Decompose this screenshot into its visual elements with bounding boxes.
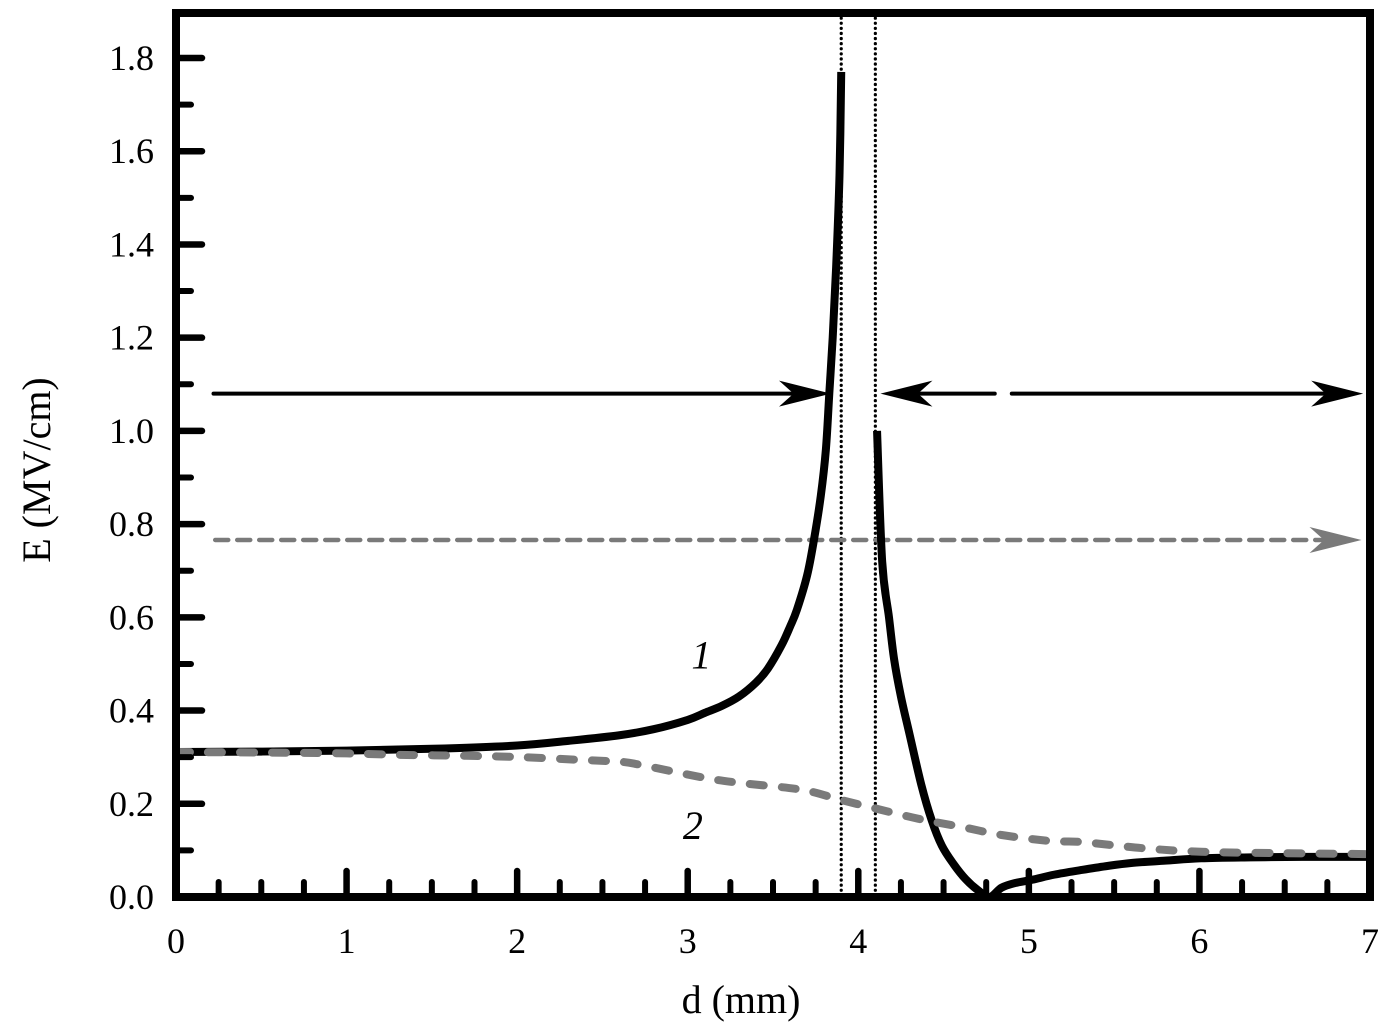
annotations-layer — [211, 11, 1364, 899]
series-layer — [172, 71, 1374, 901]
series-1-line — [175, 71, 846, 757]
x-axis-title: d (mm) — [682, 977, 801, 1022]
curve-1-label: 1 — [691, 633, 711, 678]
x-tick-label: 6 — [1190, 921, 1208, 961]
y-tick-label: 0.0 — [109, 877, 154, 917]
y-tick-label: 1.6 — [109, 131, 154, 171]
y-tick-label: 1.4 — [109, 224, 154, 264]
y-tick-label: 1.8 — [109, 38, 154, 78]
x-tick-label: 5 — [1020, 921, 1038, 961]
arrow-head-icon — [778, 380, 831, 407]
y-tick-label: 0.6 — [109, 597, 154, 637]
x-tick-labels: 0 1 2 3 4 5 6 7 — [167, 921, 1379, 961]
arrow-head-icon — [880, 380, 933, 407]
y-tick-labels: 0.0 0.2 0.4 0.6 0.8 1.0 1.2 1.4 1.6 1.8 — [109, 38, 154, 917]
curve-2-label: 2 — [683, 803, 703, 848]
series-2-line — [172, 748, 1374, 859]
x-tick-label: 3 — [679, 921, 697, 961]
plot-frame — [172, 9, 1374, 901]
axes-frame — [172, 9, 1374, 901]
x-tick-label: 4 — [849, 921, 867, 961]
y-tick-label: 1.2 — [109, 318, 154, 358]
x-tick-label: 1 — [338, 921, 356, 961]
y-tick-label: 0.8 — [109, 504, 154, 544]
y-tick-label: 0.2 — [109, 784, 154, 824]
y-tick-label: 1.0 — [109, 411, 154, 451]
arrow-head-icon — [1311, 380, 1364, 407]
arrow-head-icon — [1309, 526, 1362, 553]
y-tick-label: 0.4 — [109, 691, 154, 731]
y-axis-title: E (MV/cm) — [14, 377, 59, 563]
x-tick-label: 2 — [508, 921, 526, 961]
x-tick-label: 7 — [1361, 921, 1379, 961]
x-tick-label: 0 — [167, 921, 185, 961]
